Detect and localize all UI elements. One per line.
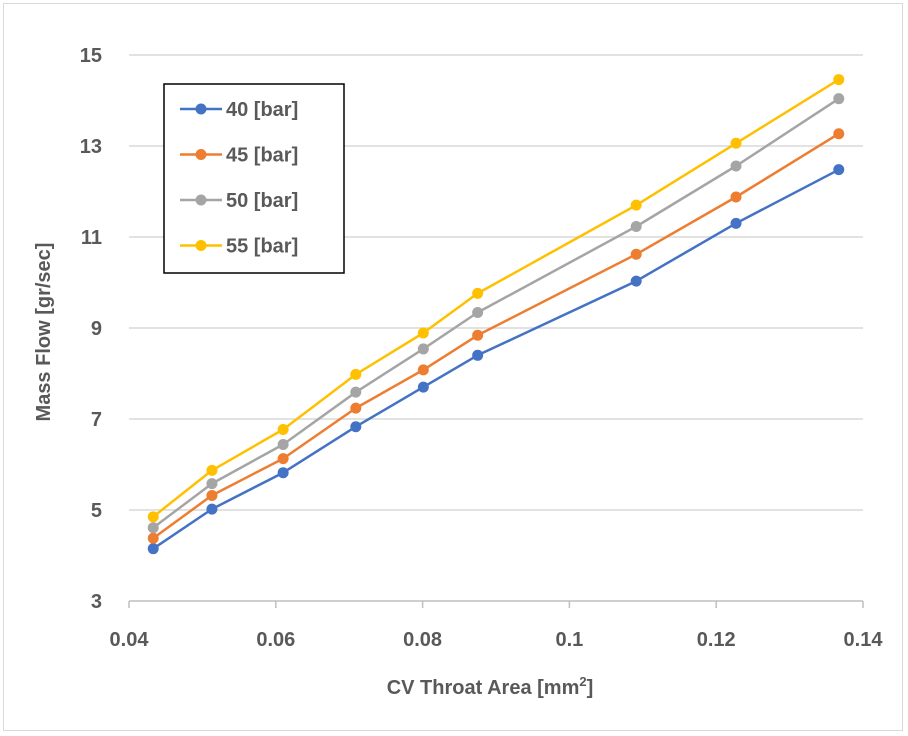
y-tick-labels: 3 5 7 9 11 13 15 <box>80 45 102 613</box>
y-tick-label: 13 <box>80 136 102 158</box>
data-point <box>472 329 484 341</box>
data-point <box>833 128 845 140</box>
y-tick-label: 11 <box>81 227 102 249</box>
data-point <box>472 307 484 319</box>
legend-marker <box>195 240 207 251</box>
data-point <box>206 464 218 476</box>
series-group <box>147 74 845 555</box>
data-point <box>630 221 642 233</box>
data-point <box>350 421 362 433</box>
legend-label: 40 [bar] <box>226 99 298 121</box>
data-point <box>277 453 289 465</box>
data-point <box>350 402 362 414</box>
legend-label: 55 [bar] <box>226 236 298 258</box>
data-point <box>833 74 845 86</box>
series-0 <box>147 164 845 555</box>
x-tick-label: 0.04 <box>110 629 150 651</box>
data-point <box>730 217 742 229</box>
legend-label: 50 [bar] <box>226 190 298 212</box>
data-point <box>147 511 159 523</box>
y-tick-label: 7 <box>91 409 102 431</box>
data-point <box>277 438 289 450</box>
x-tick-label: 0.12 <box>697 629 736 651</box>
data-point <box>730 160 742 172</box>
y-tick-label: 15 <box>80 45 102 67</box>
data-point <box>730 191 742 203</box>
data-point <box>472 349 484 361</box>
x-axis-title: CV Throat Area [mm2] <box>387 674 594 699</box>
series-2 <box>147 93 845 534</box>
legend-label: 45 [bar] <box>226 145 298 167</box>
data-point <box>833 164 845 176</box>
data-point <box>147 543 159 555</box>
y-axis-title: Mass Flow [gr/sec] <box>33 243 55 422</box>
data-point <box>833 93 845 105</box>
series-1 <box>147 128 845 544</box>
legend-item: 50 [bar] <box>180 190 298 212</box>
data-point <box>206 503 218 515</box>
data-point <box>147 532 159 544</box>
data-point <box>277 467 289 479</box>
legend-box <box>163 83 345 274</box>
data-point <box>417 343 429 355</box>
x-tick-label: 0.14 <box>844 629 884 651</box>
data-point <box>630 248 642 260</box>
x-tick-label: 0.1 <box>555 629 583 651</box>
data-point <box>417 364 429 376</box>
legend: 40 [bar] 45 [bar] 50 [bar] 55 [bar] <box>163 83 345 274</box>
legend-marker <box>195 149 207 160</box>
data-point <box>417 381 429 393</box>
legend-item: 55 [bar] <box>180 236 298 258</box>
data-point <box>147 522 159 534</box>
series-3 <box>147 74 845 523</box>
data-point <box>350 368 362 380</box>
data-point <box>472 287 484 299</box>
legend-marker <box>195 194 207 206</box>
legend-item: 40 [bar] <box>180 99 298 121</box>
y-tick-label: 5 <box>91 500 102 522</box>
chart-frame <box>3 3 903 731</box>
data-point <box>417 327 429 339</box>
data-point <box>730 137 742 149</box>
data-point <box>350 386 362 398</box>
legend-marker <box>195 103 207 115</box>
y-tick-label: 9 <box>91 318 102 340</box>
y-tick-label: 3 <box>91 591 102 613</box>
x-tick-label: 0.08 <box>403 629 442 651</box>
x-tick-label: 0.06 <box>256 629 295 651</box>
data-point <box>206 489 218 501</box>
x-tick-labels: 0.04 0.06 0.08 0.1 0.12 0.14 <box>110 629 884 651</box>
data-point <box>630 199 642 211</box>
legend-item: 45 [bar] <box>180 145 298 167</box>
data-point <box>277 423 289 435</box>
data-point <box>630 275 642 287</box>
x-axis <box>128 600 864 608</box>
data-point <box>206 478 218 490</box>
